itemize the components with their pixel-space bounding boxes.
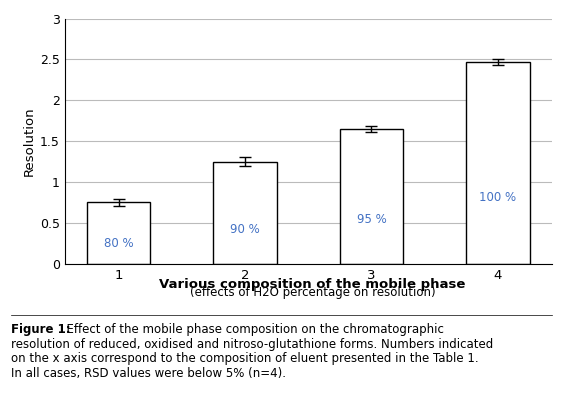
- Text: resolution of reduced, oxidised and nitroso-glutathione forms. Numbers indicated: resolution of reduced, oxidised and nitr…: [11, 338, 494, 351]
- Text: 90 %: 90 %: [230, 223, 260, 236]
- Text: In all cases, RSD values were below 5% (n=4).: In all cases, RSD values were below 5% (…: [11, 367, 286, 380]
- Text: 80 %: 80 %: [104, 237, 133, 250]
- Text: (effects of H2O percentage on resolution): (effects of H2O percentage on resolution…: [190, 286, 435, 300]
- Text: Various composition of the mobile phase: Various composition of the mobile phase: [159, 278, 466, 291]
- Text: on the x axis correspond to the composition of eluent presented in the Table 1.: on the x axis correspond to the composit…: [11, 352, 479, 365]
- Bar: [213, 162, 276, 264]
- Text: 100 %: 100 %: [480, 191, 516, 204]
- Text: Figure 1:: Figure 1:: [11, 323, 71, 337]
- Bar: [466, 62, 530, 264]
- Text: Effect of the mobile phase composition on the chromatographic: Effect of the mobile phase composition o…: [59, 323, 444, 337]
- Y-axis label: Resolution: Resolution: [23, 106, 35, 176]
- Bar: [87, 202, 150, 264]
- Bar: [340, 129, 403, 264]
- Text: 95 %: 95 %: [356, 213, 386, 226]
